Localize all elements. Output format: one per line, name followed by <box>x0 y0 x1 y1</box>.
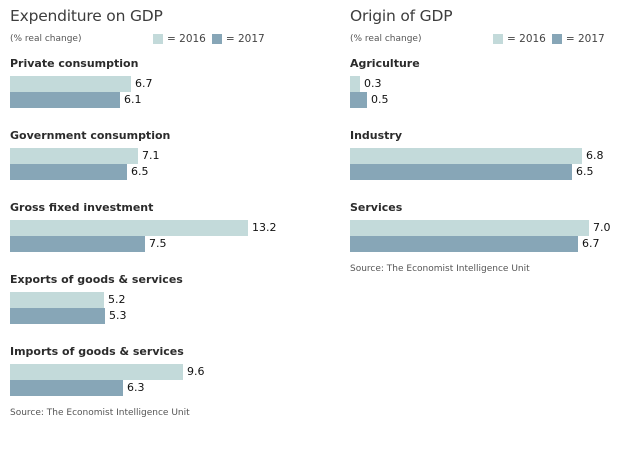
chart-subtitle: (% real change) <box>350 34 422 44</box>
legend-label-2017: = 2017 <box>225 33 265 45</box>
bar-2017 <box>10 308 105 324</box>
source-note: Source: The Economist Intelligence Unit <box>10 408 190 418</box>
chart-title: Expenditure on GDP <box>10 7 163 25</box>
value-label-2017: 6.1 <box>124 93 142 106</box>
category-label: Gross fixed investment <box>10 201 154 214</box>
bar-2017 <box>10 92 120 108</box>
bar-2017 <box>350 164 572 180</box>
value-label-2016: 6.8 <box>586 149 604 162</box>
legend-swatch-2016 <box>493 34 503 44</box>
value-label-2017: 6.5 <box>131 165 149 178</box>
value-label-2017: 7.5 <box>149 237 167 250</box>
value-label-2016: 7.1 <box>142 149 160 162</box>
chart-subtitle: (% real change) <box>10 34 82 44</box>
value-label-2016: 6.7 <box>135 77 153 90</box>
value-label-2017: 6.3 <box>127 381 145 394</box>
bar-2016 <box>350 220 589 236</box>
bar-2016 <box>10 148 138 164</box>
category-label: Industry <box>350 129 403 142</box>
bar-2017 <box>10 164 127 180</box>
value-label-2016: 7.0 <box>593 221 611 234</box>
bar-2016 <box>10 220 248 236</box>
value-label-2017: 0.5 <box>371 93 389 106</box>
category-label: Private consumption <box>10 57 139 70</box>
legend: = 2016 = 2017 <box>493 33 611 45</box>
source-note: Source: The Economist Intelligence Unit <box>350 264 530 274</box>
value-label-2017: 6.5 <box>576 165 594 178</box>
value-label-2017: 6.7 <box>582 237 600 250</box>
bar-2016 <box>10 364 183 380</box>
value-label-2017: 5.3 <box>109 309 127 322</box>
bar-2016 <box>350 148 582 164</box>
value-label-2016: 9.6 <box>187 365 205 378</box>
bar-2017 <box>350 236 578 252</box>
legend-label-2016: = 2016 <box>507 33 546 45</box>
legend-swatch-2017 <box>211 34 222 44</box>
category-label: Exports of goods & services <box>10 273 183 286</box>
bar-2017 <box>10 236 145 252</box>
bar-2017 <box>10 380 123 396</box>
legend: = 2016 = 2017 <box>153 33 271 45</box>
category-label: Government consumption <box>10 129 171 142</box>
value-label-2016: 5.2 <box>108 293 126 306</box>
legend-swatch-2016 <box>153 34 163 44</box>
value-label-2016: 0.3 <box>364 77 382 90</box>
legend-swatch-2017 <box>551 34 562 44</box>
bar-2016 <box>350 76 360 92</box>
chart-title: Origin of GDP <box>350 7 453 25</box>
bar-2016 <box>10 76 131 92</box>
bar-2017 <box>350 92 367 108</box>
category-label: Agriculture <box>350 57 420 70</box>
legend-label-2017: = 2017 <box>565 33 605 45</box>
bar-2016 <box>10 292 104 308</box>
category-label: Services <box>350 201 403 214</box>
category-label: Imports of goods & services <box>10 345 184 358</box>
value-label-2016: 13.2 <box>252 221 277 234</box>
legend-label-2016: = 2016 <box>167 33 206 45</box>
